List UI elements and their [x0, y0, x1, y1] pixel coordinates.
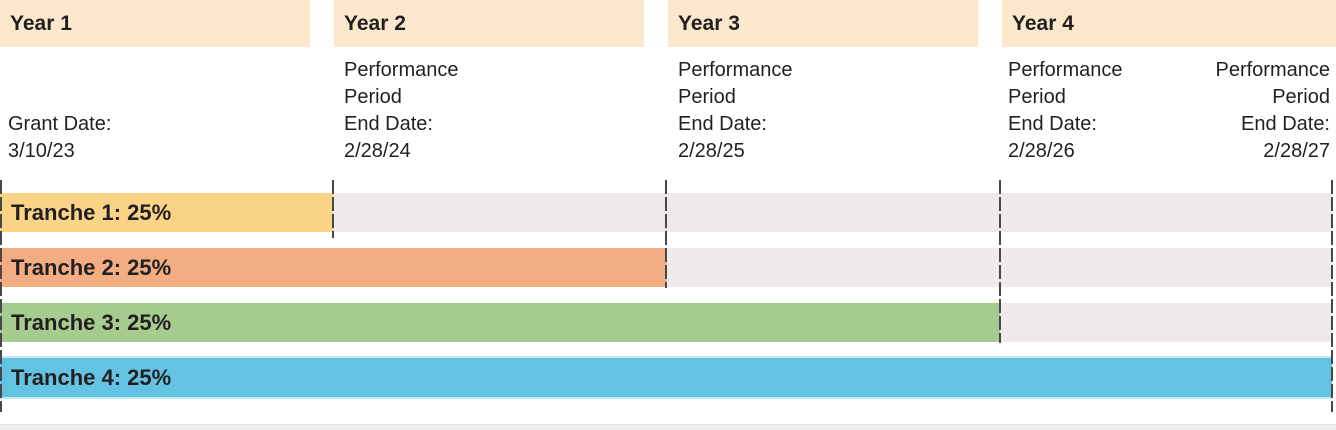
tranche-3-row: Tranche 3: 25% [0, 303, 1332, 342]
note-line: Performance [344, 59, 459, 81]
note-line: Grant Date: [8, 113, 112, 135]
year-1-header: Year 1 [0, 0, 334, 47]
performance-period-end-date-year4: Performance Period End Date: 2/28/26 [1008, 57, 1123, 165]
year2-end-gridline [665, 180, 667, 288]
gantt-chart-area: Tranche 1: 25% Tranche 2: 25% Tranche 3:… [0, 180, 1336, 430]
tranche-3-bar: Tranche 3: 25% [0, 303, 1001, 342]
note-line: 2/28/27 [1263, 140, 1330, 162]
footer-strip [0, 424, 1336, 430]
note-line: End Date: [1008, 113, 1097, 135]
year3-end-gridline [999, 180, 1001, 343]
note-line: Performance [1215, 59, 1331, 81]
tranche-4-bar: Tranche 4: 25% [0, 358, 1332, 397]
performance-period-end-date-year2: Performance Period End Date: 2/28/24 [344, 57, 459, 165]
note-line: Period [1008, 86, 1066, 108]
year-3-header: Year 3 [668, 0, 1002, 47]
year1-end-gridline [332, 180, 334, 238]
tranche-2-bar: Tranche 2: 25% [0, 248, 668, 287]
note-line: 2/28/25 [678, 140, 745, 162]
tranche-1-bar: Tranche 1: 25% [0, 193, 333, 232]
note-line: Performance [1008, 59, 1123, 81]
note-line: Period [344, 86, 402, 108]
note-line: Performance [678, 59, 793, 81]
note-line: End Date: [344, 113, 433, 135]
note-line: End Date: [1241, 113, 1330, 135]
year-4-header: Year 4 [1002, 0, 1336, 47]
tranche-4-row: Tranche 4: 25% [0, 358, 1332, 397]
performance-period-end-date-year3: Performance Period End Date: 2/28/25 [678, 57, 793, 165]
note-line: 3/10/23 [8, 140, 75, 162]
year-header-row: Year 1 Year 2 Year 3 Year 4 [0, 0, 1336, 47]
grant-date-note: Grant Date: 3/10/23 [8, 111, 111, 165]
note-line: Period [1272, 86, 1330, 108]
grant-date-gridline [0, 180, 2, 412]
performance-period-end-date-final: Performance Period End Date: 2/28/27 [1216, 57, 1331, 165]
note-line: 2/28/26 [1008, 140, 1075, 162]
note-line: End Date: [678, 113, 767, 135]
note-line: Period [678, 86, 736, 108]
year4-end-gridline [1331, 180, 1333, 412]
date-notes-area: Grant Date: 3/10/23 Performance Period E… [0, 47, 1336, 180]
year-2-header: Year 2 [334, 0, 668, 47]
note-line: 2/28/24 [344, 140, 411, 162]
